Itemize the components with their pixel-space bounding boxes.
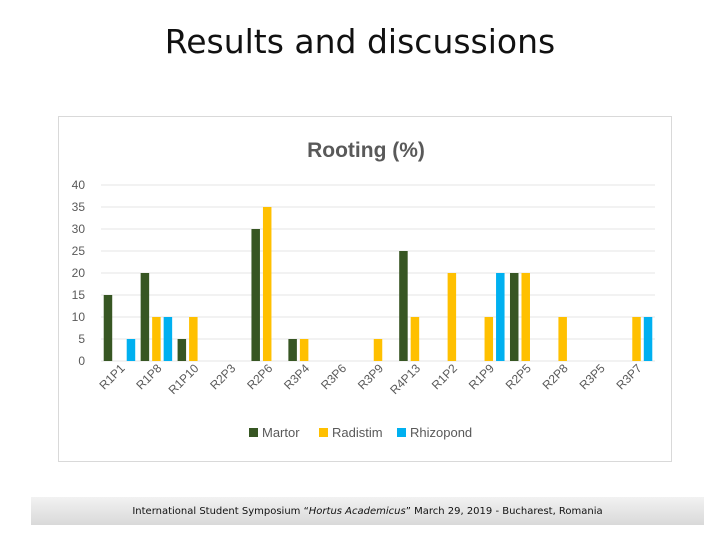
chart-container: Rooting (%) 0 5 10 15 20 25 30 35 40 R1P1 R1P8 R1P… <box>58 116 672 462</box>
bar-radistim-r1p9 <box>484 317 494 361</box>
bar-radistim-r1p8 <box>152 317 161 361</box>
bar-radistim-r1p10 <box>189 317 198 361</box>
legend-label-martor: Martor <box>262 425 300 440</box>
x-tick-label: R1P10 <box>166 361 202 397</box>
x-tick-label: R2P3 <box>207 361 238 392</box>
bar-martor-r4p13 <box>399 251 408 361</box>
x-axis-tick-labels: R1P1 R1P8 R1P10 R2P3 R2P6 R3P4 R3P6 R3P9 R4P13 R1… <box>96 361 644 397</box>
x-tick-label: R3P9 <box>355 361 386 392</box>
y-tick-label: 40 <box>72 178 86 192</box>
bar-radistim-r2p8 <box>558 317 567 361</box>
x-tick-label: R3P4 <box>281 361 312 392</box>
bar-martor-r1p1 <box>103 295 113 361</box>
legend: Martor Radistim Rhizopond <box>249 425 472 440</box>
bar-radistim-r3p4 <box>299 339 309 361</box>
bar-martor-r3p4 <box>288 339 297 361</box>
bar-radistim-r3p7 <box>632 317 641 361</box>
legend-swatch-rhizopond <box>397 428 406 437</box>
bar-martor-r2p6 <box>251 229 260 361</box>
chart-title: Rooting (%) <box>307 139 425 162</box>
bar-rhizopond-r1p9 <box>496 273 505 361</box>
bar-radistim-r4p13 <box>410 317 420 361</box>
bar-radistim-r3p9 <box>373 339 383 361</box>
y-tick-label: 25 <box>72 244 86 258</box>
x-tick-label: R3P5 <box>577 361 608 392</box>
x-tick-label: R4P13 <box>387 361 423 397</box>
x-tick-label: R1P8 <box>133 361 164 392</box>
footer-bar: International Student Symposium “Hortus … <box>31 497 704 525</box>
footer-text-prefix: International Student Symposium “ <box>132 505 309 517</box>
bar-radistim-r2p6 <box>262 207 272 361</box>
x-tick-label: R2P5 <box>503 361 534 392</box>
legend-swatch-martor <box>249 428 258 437</box>
bar-rhizopond-r1p1 <box>126 339 136 361</box>
bar-radistim-r2p5 <box>521 273 530 361</box>
y-tick-label: 5 <box>78 332 85 346</box>
bar-martor-r1p10 <box>177 339 187 361</box>
gridlines <box>101 184 655 362</box>
y-axis-tick-labels: 0 5 10 15 20 25 30 35 40 <box>72 178 86 368</box>
y-tick-label: 10 <box>72 310 86 324</box>
bar-martor-r1p8 <box>140 273 150 361</box>
bars <box>103 207 653 361</box>
x-tick-label: R2P6 <box>244 361 275 392</box>
bar-martor-r2p5 <box>509 273 519 361</box>
slide-title: Results and discussions <box>164 22 556 61</box>
x-tick-label: R1P9 <box>466 361 497 392</box>
y-tick-label: 0 <box>78 354 85 368</box>
y-tick-label: 35 <box>72 200 86 214</box>
x-tick-label: R3P6 <box>318 361 349 392</box>
footer-text-italic: Hortus Academicus <box>308 505 406 517</box>
bar-rhizopond-r1p8 <box>163 317 173 361</box>
x-tick-label: R3P7 <box>614 361 645 392</box>
legend-label-rhizopond: Rhizopond <box>410 425 472 440</box>
y-tick-label: 30 <box>72 222 86 236</box>
y-tick-label: 15 <box>72 288 86 302</box>
legend-label-radistim: Radistim <box>332 425 383 440</box>
bar-radistim-r1p2 <box>447 273 457 361</box>
x-tick-label: R1P1 <box>96 361 127 392</box>
x-tick-label: R2P8 <box>540 361 571 392</box>
footer-text-suffix: ” March 29, 2019 - Bucharest, Romania <box>405 505 603 517</box>
legend-swatch-radistim <box>319 428 328 437</box>
y-tick-label: 20 <box>72 266 86 280</box>
bar-rhizopond-r3p7 <box>643 317 653 361</box>
x-tick-label: R1P2 <box>429 361 460 392</box>
